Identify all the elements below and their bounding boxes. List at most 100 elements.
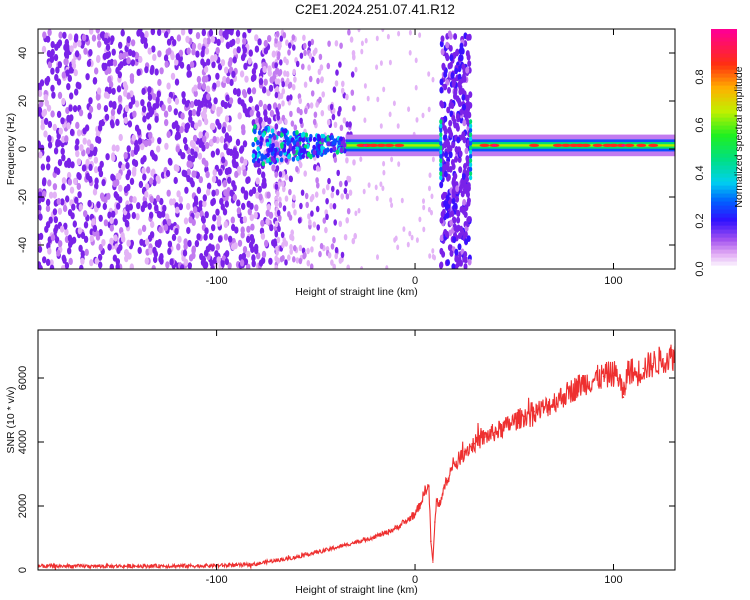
spectrum-cell: [163, 54, 169, 62]
spectrum-cell: [285, 39, 289, 46]
spectrum-cell: [218, 29, 224, 37]
spectrum-cell: [258, 259, 264, 267]
spectrum-cell: [325, 213, 329, 220]
spectrum-cell: [332, 145, 337, 151]
spectrum-cell: [61, 254, 66, 262]
spectrum-cell: [206, 58, 211, 66]
spectrum-cell: [175, 206, 180, 214]
spectrum-cell: [340, 87, 345, 95]
spectrum-cell: [442, 191, 447, 199]
spectrum-cell: [421, 112, 425, 119]
spectrum-cell: [209, 259, 214, 267]
spectrum-cell: [81, 149, 86, 157]
spectrum-cell: [451, 141, 456, 149]
spectrum-cell: [83, 210, 88, 218]
colorbar-cell: [711, 33, 737, 38]
snr-point: [473, 442, 476, 445]
spectrum-cell: [308, 136, 313, 142]
spectrum-cell: [427, 71, 431, 77]
spectrum-cell: [379, 181, 383, 187]
spectrum-cell: [204, 227, 209, 235]
spectrum-cell: [248, 189, 254, 197]
spectrum-cell: [311, 235, 316, 242]
spectrum-cell: [289, 110, 293, 118]
spectrum-cell: [77, 227, 83, 235]
spectrum-cell: [255, 117, 260, 125]
signal-peak-max: [621, 144, 626, 147]
spectrum-cell: [202, 200, 207, 208]
spectrum-cell: [149, 67, 154, 75]
spectrum-cell: [440, 101, 445, 109]
spectrum-cell: [440, 48, 445, 56]
snr-point: [436, 498, 438, 501]
spectrum-cell: [263, 109, 268, 117]
colorbar-cell: [711, 149, 737, 154]
spectrum-cell: [306, 260, 311, 267]
snr-point: [384, 532, 387, 534]
spectrum-cell: [346, 264, 350, 269]
spectrum-cell: [286, 95, 290, 102]
colorbar-cell: [711, 217, 737, 222]
spectrum-cell: [379, 60, 383, 66]
spectrum-cell: [155, 175, 160, 183]
spectrum-cell: [453, 89, 458, 97]
spectrum-cell: [292, 68, 297, 76]
spectrum-cell: [454, 248, 459, 256]
spectrum-cell: [462, 199, 467, 206]
spectrum-cell: [245, 176, 250, 185]
spectrum-cell: [263, 39, 268, 48]
spectrum-cell: [422, 204, 426, 211]
spectrum-cell: [326, 62, 331, 70]
snr-y-tick-label: 6000: [17, 366, 29, 390]
spectrum-cell: [156, 90, 161, 98]
spectrum-cell: [357, 29, 361, 33]
spectrum-cell: [461, 173, 466, 180]
colorbar-tick-label: 0.6: [694, 117, 706, 132]
spectrum-cell: [219, 35, 225, 43]
colorbar-cell: [711, 173, 737, 178]
spectrum-cell: [338, 180, 343, 188]
snr-point: [630, 369, 633, 371]
spectrum-cell: [125, 173, 130, 181]
spectrum-cell: [279, 35, 284, 42]
spectrum-cell: [38, 204, 42, 212]
spectrum-cell: [257, 38, 262, 46]
spectrum-cell: [131, 134, 136, 142]
spectrum-cell: [234, 226, 239, 234]
spectrum-cell: [184, 143, 189, 151]
spectrum-cell: [254, 204, 259, 212]
spectrum-cell: [163, 224, 169, 232]
spectrum-cell: [278, 201, 283, 209]
spectrum-cell: [379, 123, 383, 129]
spectrum-cell: [61, 177, 67, 185]
spectrum-cell: [61, 154, 66, 162]
spectrum-cell: [465, 100, 470, 107]
spectrum-cell: [301, 137, 306, 143]
spectrum-cell: [75, 150, 80, 158]
spectrum-cell: [242, 106, 248, 114]
colorbar-cell: [711, 117, 737, 122]
spectrum-cell: [274, 123, 279, 130]
spectrum-cell: [47, 134, 52, 142]
spectrum-cell: [290, 229, 295, 236]
spectrum-cell: [65, 43, 70, 51]
spectrum-cell: [457, 65, 462, 73]
spectrum-cell: [208, 29, 214, 37]
spectrum-cell: [342, 142, 347, 148]
spectrum-cell: [184, 123, 189, 131]
spectrum-cell: [289, 244, 293, 251]
snr-point: [503, 426, 506, 429]
spectrum-cell: [366, 95, 370, 102]
spectrum-cell: [142, 173, 147, 181]
spectrum-cell: [248, 49, 253, 57]
spectrum-cell: [38, 151, 43, 159]
spectrum-cell: [439, 261, 444, 269]
spectrum-cell: [247, 29, 252, 34]
spectrum-cell: [187, 70, 192, 78]
spectrum-cell: [200, 258, 206, 266]
spectrum-cell: [236, 199, 241, 207]
spectrum-cell: [234, 170, 239, 178]
spectrum-cell: [275, 245, 279, 253]
snr-point: [634, 374, 637, 376]
spectrum-cell: [111, 210, 116, 218]
